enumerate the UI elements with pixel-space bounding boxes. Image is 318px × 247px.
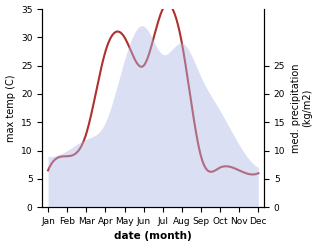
Y-axis label: med. precipitation
(kg/m2): med. precipitation (kg/m2) [291, 63, 313, 153]
X-axis label: date (month): date (month) [114, 231, 192, 242]
Y-axis label: max temp (C): max temp (C) [5, 74, 16, 142]
